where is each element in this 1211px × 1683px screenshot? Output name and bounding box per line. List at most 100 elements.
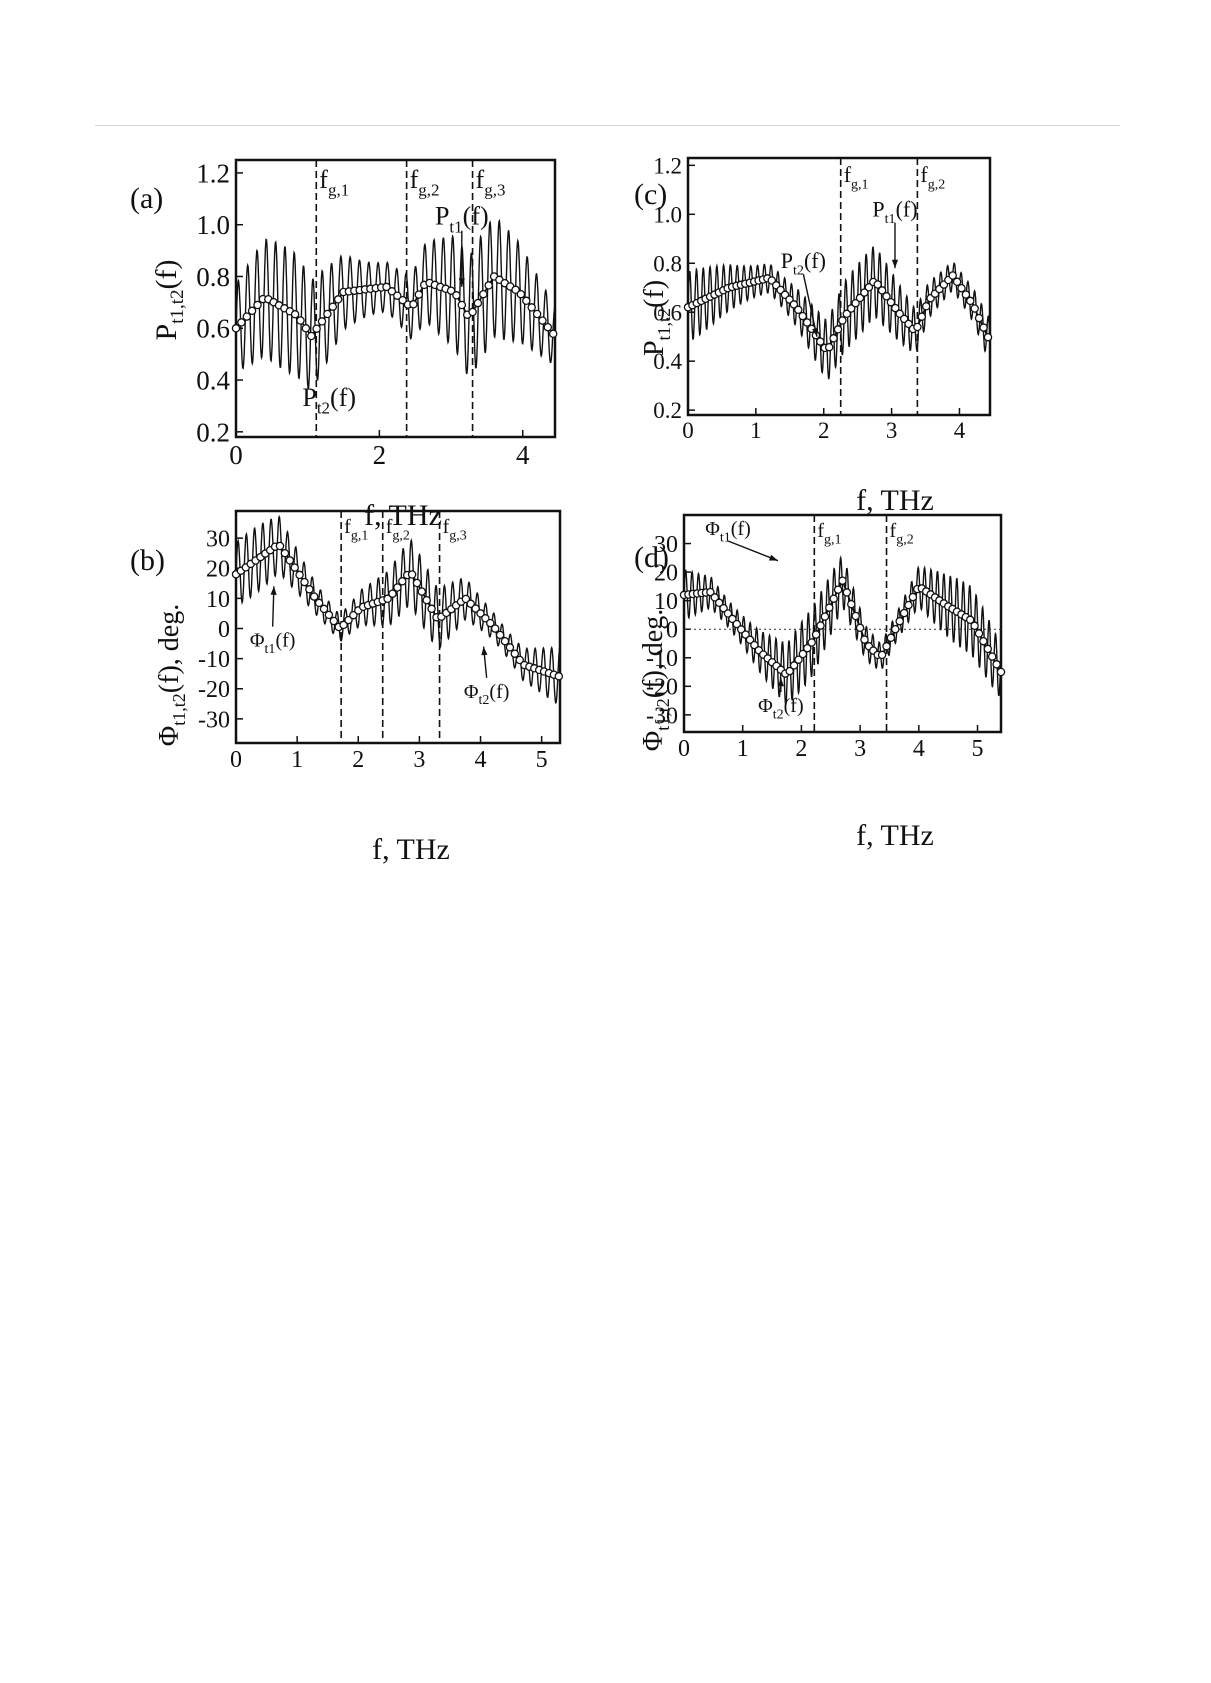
y-tick-label-c: 0.6 [653,300,682,325]
xlabel-d: f, THz [856,819,934,852]
data-point-c [895,309,904,319]
data-point-d [714,598,724,608]
data-point-d [996,667,1006,677]
data-point-b [407,570,417,579]
data-point-d [983,644,993,654]
data-point-d [789,661,799,670]
annotation-arrowhead-d [768,554,778,561]
data-point-c [952,277,962,287]
data-point-a [333,295,343,304]
data-point-c [798,311,807,321]
data-point-c [957,283,966,293]
data-point-a [307,331,316,341]
data-point-d [970,621,979,631]
vline-label-a: fg,2 [410,165,440,200]
y-tick-label-b: -30 [198,707,230,733]
data-point-c [873,280,882,289]
data-point-b [476,609,485,618]
data-point-c [802,318,812,327]
xlabel-a: f, THz [364,499,442,532]
series-b-oscillating [235,514,561,704]
data-point-b [510,649,520,658]
x-tick-label-d: 2 [795,736,807,762]
data-point-a [301,324,311,333]
vline-label-a: fg,3 [476,165,506,200]
data-point-d [882,642,891,651]
data-point-d [987,652,997,661]
annotation-arrowhead-b [481,646,488,656]
vline-label-a: fg,1 [319,165,349,200]
y-tick-label-c: 1.2 [653,153,682,178]
data-point-d [855,623,865,633]
annotation-arrowhead-c [812,327,819,337]
x-tick-label-b: 3 [413,747,425,773]
y-tick-label-b: 10 [206,587,230,613]
plot-frame-d [682,513,1003,734]
data-point-a [414,290,424,299]
vline-label-c: fg,1 [844,162,869,192]
x-tick-label-c: 4 [954,418,966,443]
y-tick-label-b: 30 [206,527,230,553]
annotation-a: Pt2(f) [302,383,356,418]
annotation-d: Φt2(f) [758,695,804,722]
data-point-a [323,309,332,319]
data-point-c [860,288,869,297]
panel-a: (a) Pt1,t2(f) f, THz 0 2 4 0.2 0.4 0.6 0.8 1.0 1… [130,158,558,532]
data-point-b [344,615,353,625]
data-point-b [427,604,436,614]
data-point-a [543,322,553,332]
panel-label-d: (d) [634,541,669,574]
data-point-b [471,604,480,613]
y-tick-label-a: 1.2 [196,158,230,188]
x-tick-label-a: 0 [229,440,243,470]
data-point-c [966,296,975,306]
y-tick-label-d: -10 [646,646,678,672]
ylabel-a-sub: t1,t2 [167,289,188,323]
data-point-d [877,650,887,660]
data-point-d [965,615,975,625]
data-point-d [750,640,759,650]
annotation-c: Pt1(f) [872,197,917,227]
panel-d: (d) Φt1,t2(f), deg. f, THz 0 1 2 3 4 5 -30-20 -… [634,513,1006,852]
data-point-d [851,611,860,621]
ylabel-c: Pt1,t2(f) [639,280,674,356]
x-tick-label-d: 5 [972,736,984,762]
y-tick-label-c: 1.0 [653,202,682,227]
annotation-b: Φt1(f) [250,630,296,657]
data-point-b [466,599,475,609]
data-point-c [921,302,931,311]
data-point-a [457,300,467,310]
ylabel-c-sub: t1,t2 [654,308,674,341]
data-point-b [490,624,500,633]
data-point-d [895,616,904,626]
y-tick-label-c: 0.2 [653,398,682,423]
data-point-c [979,323,988,332]
xlabel-c: f, THz [856,484,934,517]
data-point-a [328,302,338,311]
x-tick-label-b: 2 [352,747,364,773]
x-tick-label-d: 0 [678,736,690,762]
data-point-a [393,291,402,300]
data-point-d [860,635,869,644]
y-tick-label-c: 0.8 [653,251,682,276]
x-tick-label-c: 1 [750,418,762,443]
data-point-d [785,666,794,676]
data-point-d [803,643,812,653]
data-point-b [300,577,309,587]
data-point-c [838,316,847,325]
data-point-c [913,322,922,332]
data-point-d [904,600,913,610]
x-tick-label-c: 2 [818,418,830,443]
series-c-oscillating [687,246,991,380]
ylabel-b-sub: t1,t2 [169,693,189,726]
data-point-a [527,303,536,312]
series-a-oscillating [235,218,556,389]
data-point-c [816,337,825,346]
panel-c: (c) Pt1,t2(f) f, THz 0 1 2 3 4 0.2 0.4 0.6 0.8 1.… [634,153,993,517]
plot-frame-a [234,158,557,439]
data-point-b [388,589,397,598]
data-point-a [237,318,246,327]
data-point-d [820,612,830,621]
data-point-b [505,643,515,652]
